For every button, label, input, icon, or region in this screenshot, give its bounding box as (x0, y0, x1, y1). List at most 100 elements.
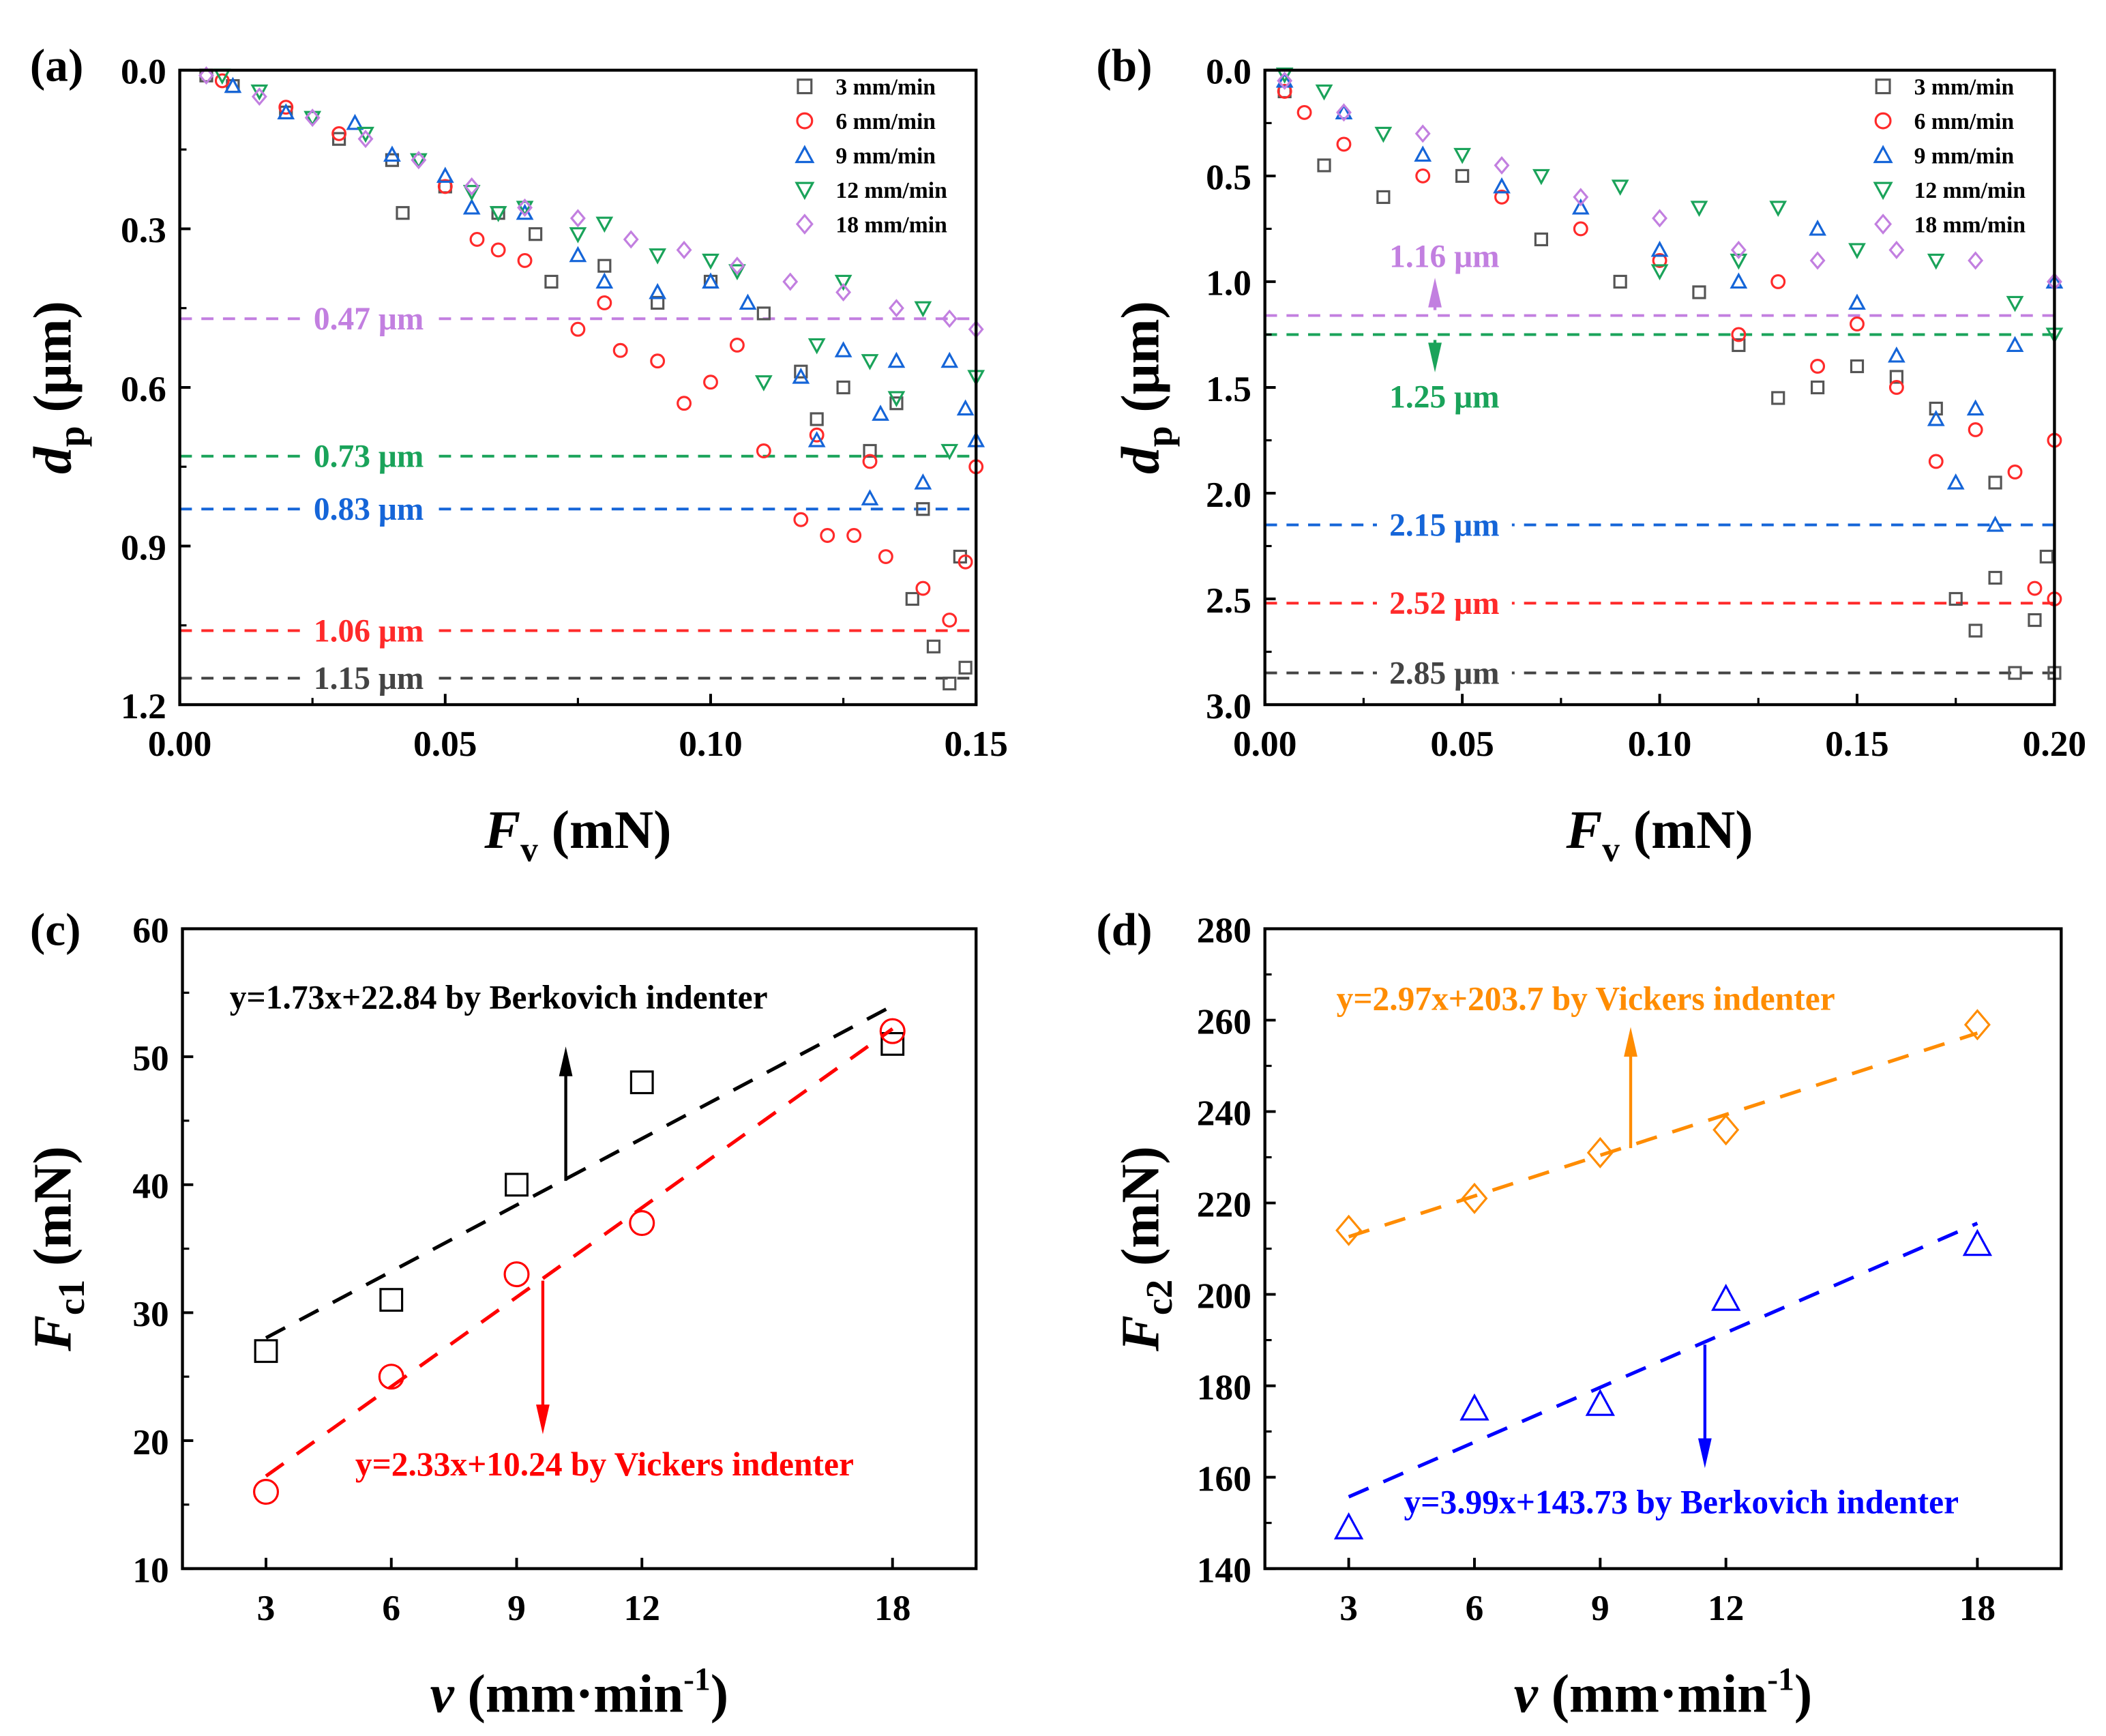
panel-c: (c) 3 6 9 12 18 10 20 30 40 50 60 v (mm·min-1) Fc1 (m… (23, 904, 978, 1724)
data-point (1809, 219, 1826, 236)
data-point (872, 404, 889, 421)
data-point (879, 1018, 906, 1044)
data-point (253, 1479, 280, 1505)
x-tick-label: 9 (507, 1587, 526, 1628)
data-point (940, 351, 959, 368)
y-tick-label: 60 (132, 909, 168, 950)
data-point (409, 153, 428, 170)
legend-label: 3 mm/min (835, 75, 936, 100)
fit-line (265, 1027, 894, 1478)
x-tick-label: 18 (874, 1587, 910, 1628)
y-axis-label: Fc2 (mN) (1110, 1146, 1180, 1352)
data-point (411, 151, 427, 170)
series-berkovich (1333, 1222, 1993, 1540)
data-point (1493, 177, 1511, 194)
data-point (941, 309, 958, 328)
data-point (1946, 473, 1965, 490)
data-point (1613, 274, 1627, 289)
data-point (1732, 338, 1746, 353)
data-point (1586, 1136, 1614, 1168)
data-point (1335, 103, 1353, 120)
data-point (1848, 293, 1866, 310)
data-point (915, 580, 931, 596)
data-point (278, 100, 294, 115)
y-tick-label: 140 (1197, 1549, 1251, 1590)
data-point (436, 166, 454, 183)
data-point (676, 240, 692, 259)
data-point (544, 274, 559, 289)
legend-label: 12 mm/min (835, 178, 947, 203)
label-background (1376, 653, 1512, 690)
data-point (809, 427, 825, 443)
legend-label: 6 mm/min (835, 109, 936, 134)
data-point (597, 295, 612, 310)
data-point (612, 342, 628, 358)
y-tick-label: 0.3 (121, 209, 166, 250)
data-point (1611, 179, 1629, 196)
data-point (1275, 71, 1294, 88)
data-point (1277, 71, 1293, 90)
x-axis-label: Fv (mN) (1565, 800, 1753, 870)
data-point (379, 1288, 404, 1312)
data-point (834, 274, 852, 291)
data-point (703, 374, 718, 390)
data-point (782, 272, 799, 291)
data-point (383, 145, 401, 162)
series-6-mm-min (214, 73, 984, 628)
data-point (1335, 1214, 1363, 1246)
fit-line (265, 1004, 893, 1340)
data-point (490, 242, 506, 258)
y-tick-label: 160 (1197, 1458, 1251, 1499)
data-point (1988, 475, 2002, 490)
data-point (1966, 399, 1985, 416)
data-point (1573, 188, 1589, 207)
data-point (943, 676, 957, 691)
data-point (905, 591, 919, 606)
data-point (807, 338, 826, 355)
y-tick-label: 0.9 (121, 527, 166, 568)
data-point (1652, 253, 1667, 268)
annotation-arrow-head (1697, 1438, 1712, 1469)
reference-line-label: 0.73 μm (314, 439, 424, 475)
data-point (1968, 623, 1983, 638)
fit-equation-label: y=2.97x+203.7 by Vickers indenter (1337, 980, 1835, 1017)
data-point (2006, 336, 2024, 353)
data-point (1652, 209, 1667, 228)
data-point (887, 391, 906, 407)
data-point (940, 443, 959, 460)
data-point (1414, 124, 1431, 143)
data-point (1317, 158, 1331, 173)
fit-line (1348, 1222, 1978, 1499)
data-point (198, 66, 214, 85)
legend-label: 18 mm/min (1914, 212, 2026, 237)
label-background (301, 299, 436, 335)
legend-marker (1875, 78, 1891, 95)
fit-equation-label: y=3.99x+143.73 by Berkovich indenter (1404, 1483, 1959, 1520)
series-vickers (253, 1018, 906, 1505)
data-point (254, 1339, 278, 1364)
x-tick-label: 0.15 (1825, 723, 1889, 764)
data-point (1887, 346, 1905, 363)
legend-label: 3 mm/min (1914, 75, 2015, 100)
data-point (277, 103, 295, 120)
label-background (301, 490, 436, 525)
data-point (729, 256, 745, 276)
annotation-arrow-head (1428, 342, 1442, 372)
x-tick-label: 6 (382, 1587, 400, 1628)
data-point (570, 321, 586, 337)
data-point (1948, 591, 1963, 606)
y-tick-label: 2.5 (1206, 580, 1251, 621)
legend-marker (797, 78, 813, 95)
data-point (1573, 221, 1588, 237)
data-point (1461, 1182, 1488, 1214)
y-axis-label: dp (μm) (23, 301, 92, 474)
data-point (1850, 317, 1865, 332)
x-tick-label: 0.00 (1233, 723, 1297, 764)
data-point (2039, 549, 2053, 564)
data-point (505, 1173, 529, 1197)
data-point (793, 512, 809, 527)
data-point (649, 248, 667, 265)
reference-line-label: 1.06 μm (314, 613, 424, 649)
data-point (2007, 465, 2023, 480)
data-point (1690, 201, 1708, 217)
